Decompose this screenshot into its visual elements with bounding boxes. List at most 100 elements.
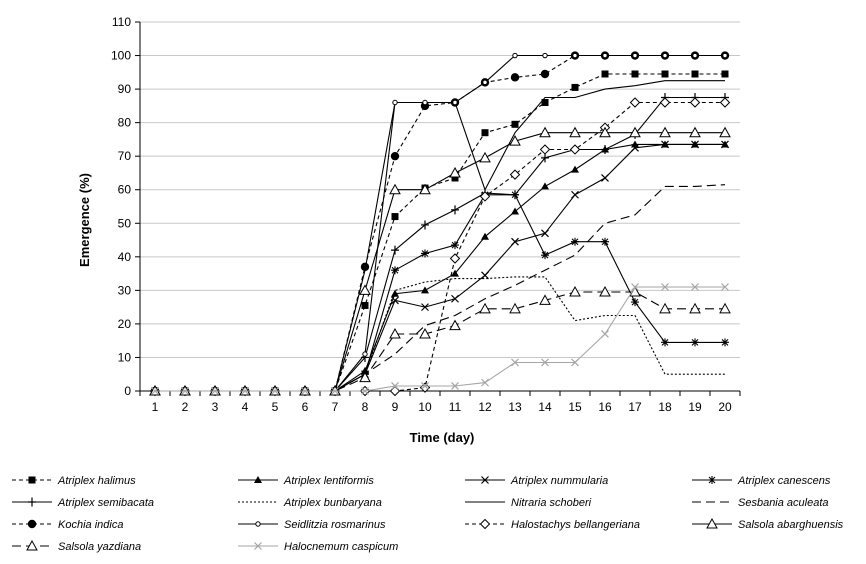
data-point (510, 73, 520, 82)
data-point (452, 99, 458, 106)
series-line (155, 184, 726, 392)
data-point (659, 302, 671, 314)
data-point (451, 269, 459, 277)
legend-swatch-marker (26, 539, 38, 551)
legend-swatch-marker (481, 476, 489, 484)
data-point (662, 52, 668, 59)
data-point (599, 286, 611, 297)
data-point (661, 70, 669, 78)
data-point (601, 144, 609, 154)
data-point (331, 387, 339, 395)
data-point (361, 301, 369, 309)
data-point (541, 358, 549, 367)
data-point (422, 99, 428, 106)
data-point (421, 382, 429, 390)
data-point (661, 338, 669, 347)
legend-item: Atriplex bunbaryana (238, 497, 382, 509)
data-point (569, 144, 581, 155)
data-point (601, 330, 609, 338)
legend-item: Atriplex halimus (12, 475, 136, 487)
data-point (359, 284, 371, 295)
series-8 (155, 184, 726, 392)
data-point (721, 140, 729, 149)
y-axis-title: Emergence (%) (77, 173, 92, 267)
data-point (511, 207, 519, 215)
x-tick-label: 19 (688, 400, 702, 414)
data-point (599, 126, 611, 138)
data-point (391, 213, 399, 221)
series-11 (149, 97, 731, 397)
data-point (631, 70, 639, 78)
data-point (301, 387, 309, 395)
x-tick-label: 18 (658, 400, 672, 414)
data-point (421, 249, 429, 258)
data-point (541, 153, 549, 163)
data-point (689, 97, 701, 108)
legend-label: Sesbania aculeata (738, 497, 829, 509)
data-point (181, 387, 189, 395)
data-point (541, 99, 549, 107)
data-point (722, 52, 728, 59)
series-line (155, 132, 725, 392)
y-tick-label: 0 (124, 384, 131, 398)
data-point (421, 303, 429, 312)
data-point (659, 126, 671, 138)
data-point (421, 220, 429, 230)
data-point (539, 294, 551, 305)
data-point (391, 289, 399, 297)
y-tick-label: 90 (118, 82, 132, 96)
series-14 (151, 283, 729, 395)
x-tick-label: 6 (302, 400, 309, 414)
data-point (392, 99, 398, 106)
data-point (509, 169, 521, 180)
y-tick-label: 10 (118, 350, 132, 364)
series-line (155, 73, 725, 392)
data-point (719, 302, 731, 314)
series-2 (151, 140, 729, 394)
data-point (511, 120, 519, 128)
data-point (482, 79, 488, 86)
x-tick-label: 4 (242, 400, 249, 414)
data-point (689, 126, 701, 138)
data-point (631, 143, 639, 152)
data-point (719, 97, 731, 108)
data-point (389, 183, 401, 195)
data-point (211, 387, 219, 395)
data-point (481, 129, 489, 137)
series-line (155, 286, 725, 392)
data-point (661, 140, 669, 149)
data-point (572, 52, 578, 59)
y-tick-label: 100 (111, 49, 131, 63)
legend-label: Atriplex lentiformis (283, 475, 374, 487)
data-point (601, 70, 609, 78)
legend-item: Salsola abarghuensis (692, 517, 844, 531)
legend-swatch-marker (27, 519, 37, 529)
series-12 (149, 126, 731, 396)
series-4 (151, 190, 729, 395)
x-tick-label: 13 (508, 400, 522, 414)
data-point (512, 52, 518, 59)
series-line (155, 96, 725, 392)
data-point (719, 126, 731, 138)
legend-label: Atriplex halimus (57, 475, 136, 487)
data-point (631, 298, 639, 307)
legend-swatch-marker (28, 497, 36, 507)
data-point (509, 135, 521, 146)
data-point (691, 283, 699, 291)
data-point (601, 174, 609, 182)
x-tick-label: 16 (598, 400, 612, 414)
series-layer (149, 51, 731, 397)
legend-label: Atriplex bunbaryana (283, 497, 382, 509)
data-point (569, 126, 581, 138)
data-point (602, 52, 608, 59)
data-point (451, 174, 459, 182)
legend-label: Atriplex nummularia (510, 475, 608, 487)
data-point (391, 245, 399, 255)
data-point (541, 229, 549, 238)
data-point (691, 140, 699, 149)
data-point (542, 52, 548, 59)
y-tick-label: 110 (112, 15, 131, 29)
x-tick-label: 20 (718, 400, 732, 414)
legend-swatch-marker (254, 542, 262, 550)
